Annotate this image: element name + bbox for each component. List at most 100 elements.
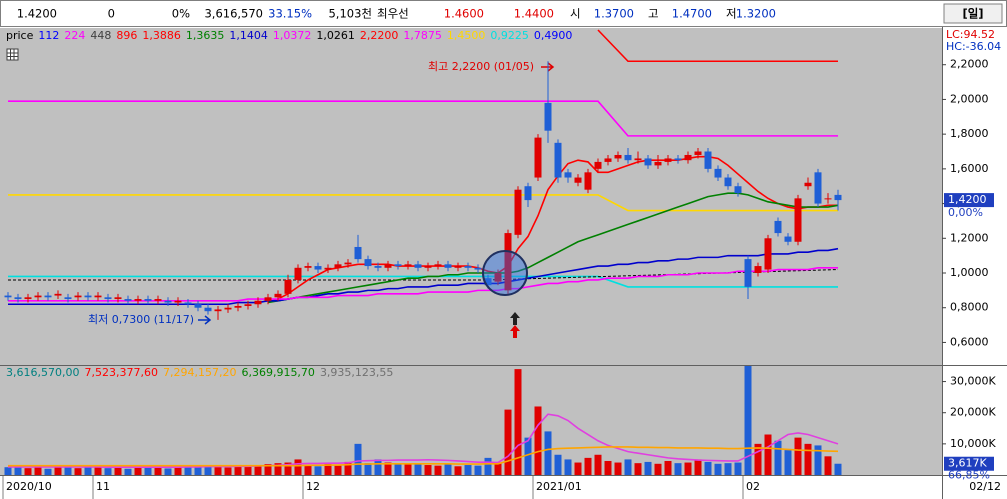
legend-entry: 3,616,570,00 [6,366,79,379]
volume-bar [644,461,652,475]
candle-body [224,307,232,310]
candle-body [44,295,52,298]
volume-bar [334,465,342,475]
candle-body [634,158,642,161]
volume-bar [674,463,682,475]
toolbar-change-rate: 0% [172,7,190,21]
volume-bar [34,466,42,475]
volume-bar [614,462,622,475]
toolbar-ask: 1.4600 [444,7,484,21]
y-tick-label: 20,000K [950,406,996,419]
candle-body [24,297,32,300]
line [8,247,839,306]
volume-bar [124,468,132,475]
candle-body [514,189,522,235]
candle-body [244,304,252,306]
last-volume-label: 3,617K [948,457,987,470]
candle-body [424,266,432,268]
candle-body [764,238,772,270]
toolbar-low-label: 저 [726,7,737,21]
marks [4,29,842,475]
y-tick-label: 2,2000 [950,58,989,71]
legend-entry: 448 [90,29,111,42]
candle-body [704,151,712,169]
candle-body [334,264,342,268]
volume-bar [824,456,832,475]
period-button-label[interactable]: [일] [962,7,983,21]
volume-bar [84,465,92,475]
candle-body [534,137,542,178]
volume-bar [774,440,782,475]
toolbar-volume: 3,616,570 [204,7,263,21]
x-tick-label: 11 [96,480,110,493]
last-change-label: 0,00% [948,206,983,219]
grid-icon[interactable] [6,48,19,61]
line [8,100,838,137]
volume-bar [604,460,612,475]
candle-body [444,264,452,268]
volume-bar [114,466,122,475]
candle-body [254,300,262,305]
candle-body [64,297,72,300]
lc-label: LC:94.52 [946,28,995,41]
volume-bar [14,465,22,475]
candle-body [734,186,742,194]
last-volume-box [944,456,994,471]
candle-body [234,305,242,308]
legend-entry: 112 [38,29,59,42]
volume-bar [4,467,12,475]
volume-bar [454,466,462,475]
legend-entry: 3,935,123,55 [320,366,393,379]
candle-body [584,172,592,190]
volume-bar [244,465,252,475]
candle-body [314,266,322,270]
volume-bar [344,461,352,475]
candle-body [104,297,112,300]
volume-bar [414,463,422,475]
toolbar-bid: 1.4400 [514,7,554,21]
candle-body [524,186,532,201]
volume-bar [494,462,502,475]
volume-bar [804,443,812,475]
volume-bar [544,431,552,475]
candle-body [284,279,292,294]
toolbar-change: 0 [108,7,115,21]
toolbar-price: 1.4200 [17,7,57,21]
toolbar-best-label: 최우선 [377,7,409,21]
volume-bar [174,467,182,475]
volume-bar [734,462,742,475]
last-price-label: 1,4200 [948,193,987,206]
candle-body [414,264,422,268]
candle-body [294,267,302,280]
volume-bar [284,462,292,475]
candle-body [814,172,822,204]
hc-label: HC:-36.04 [946,40,1001,53]
line [8,275,838,288]
candle-body [784,236,792,242]
toolbar-high: 1.4700 [672,7,712,21]
volume-bar [294,459,302,475]
volume-bar [404,464,412,475]
grid-icon-lines [7,49,18,60]
volume-bar [664,460,672,475]
last-ratio-label: 66,85% [948,469,990,482]
candle-body [574,177,582,183]
volume-bar [264,464,272,475]
candle-body [714,168,722,178]
volume-bar [44,468,52,475]
toolbar-low: 1.3200 [736,7,776,21]
volume-bar [154,466,162,475]
candle-body [4,295,12,298]
candle-body [544,102,552,131]
last-date-label: 02/12 [969,480,1001,493]
period-button[interactable] [943,3,1003,24]
candle-body [174,300,182,303]
candle-body [774,220,782,234]
candle-body [74,295,82,298]
toolbar-open: 1.3700 [594,7,634,21]
candle-body [194,304,202,308]
volume-bar [714,463,722,475]
toolbar [0,0,1007,27]
